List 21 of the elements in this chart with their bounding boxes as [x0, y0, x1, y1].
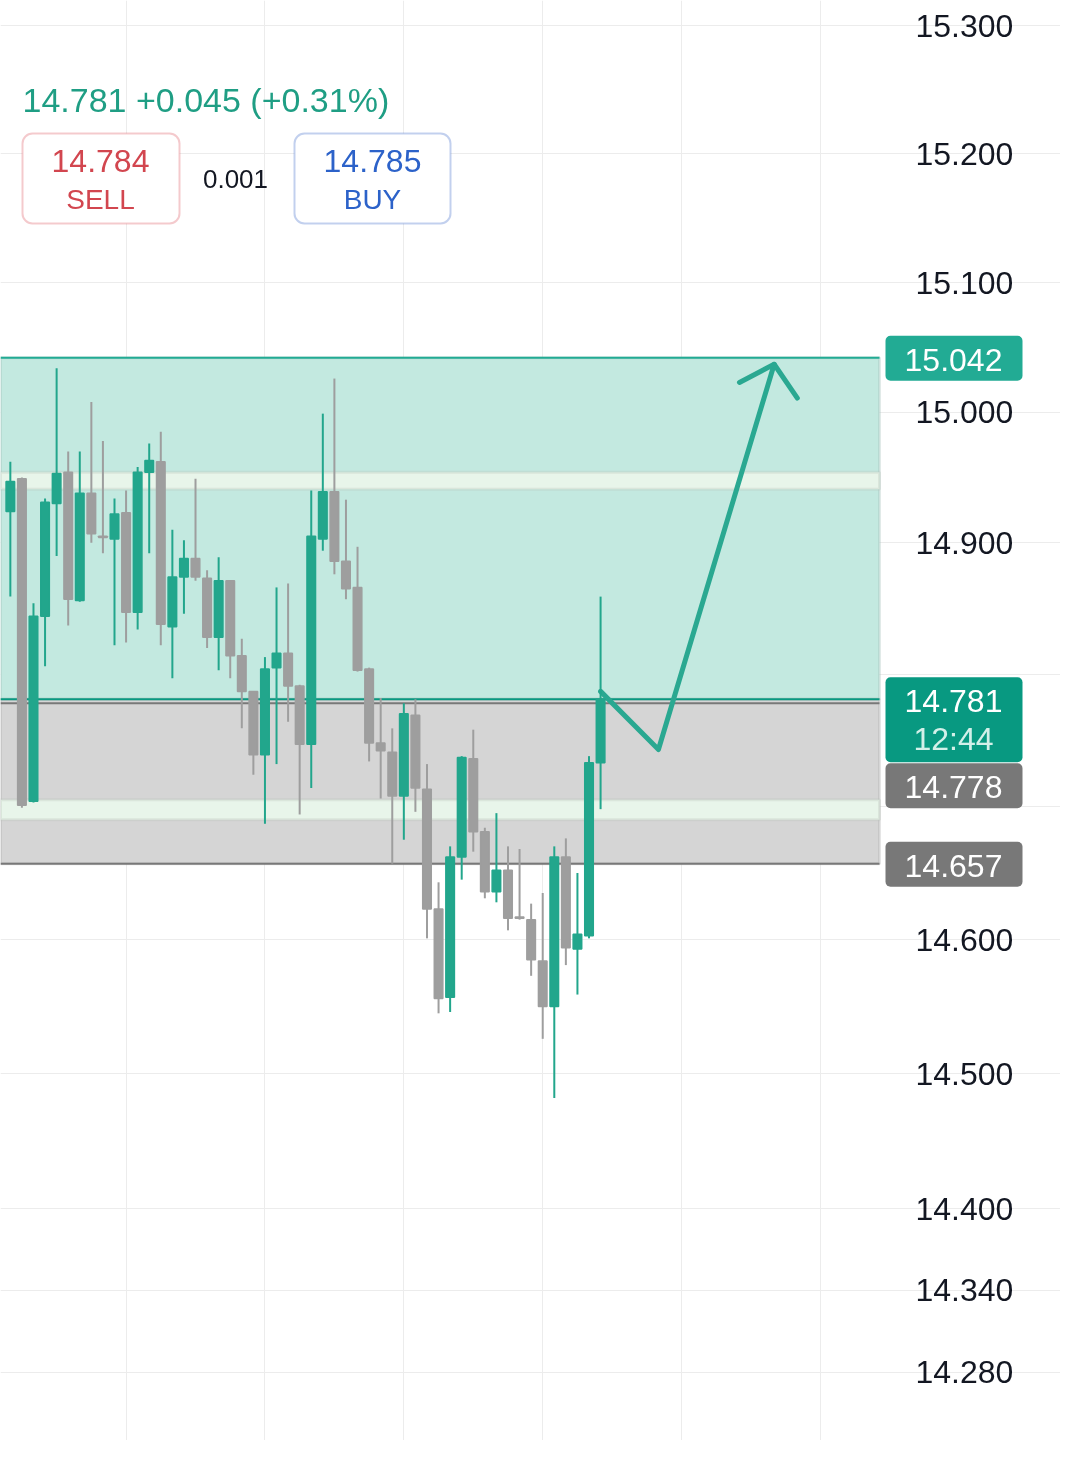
y-tick-label: 15.100 [915, 264, 1014, 301]
y-tick-label: 14.600 [915, 921, 1014, 958]
y-tick-label: 14.500 [915, 1055, 1014, 1092]
ref-line-label: 14.781 [904, 683, 1003, 720]
y-tick-label: 14.340 [915, 1272, 1014, 1309]
annotation: SELL [66, 184, 135, 215]
y-tick-label: 14.280 [915, 1354, 1014, 1391]
y-tick-label: 15.300 [915, 7, 1014, 44]
ref-line-label: 14.778 [904, 769, 1003, 806]
y-tick-label: 15.000 [915, 394, 1014, 431]
annotation: 14.781 +0.045 (+0.31%) [22, 80, 390, 119]
annotation: 0.001 [202, 163, 269, 194]
ref-line-label: 15.042 [904, 341, 1003, 378]
text: 12:44 [913, 721, 994, 758]
y-tick-label: 14.400 [915, 1190, 1014, 1227]
annotation: BUY [343, 184, 402, 215]
ref-line-label: 14.657 [904, 847, 1003, 884]
y-tick-label: 14.900 [915, 524, 1014, 561]
annotation: 14.785 [323, 142, 422, 179]
annotation: 14.784 [51, 142, 150, 179]
y-tick-label: 15.200 [915, 135, 1014, 172]
